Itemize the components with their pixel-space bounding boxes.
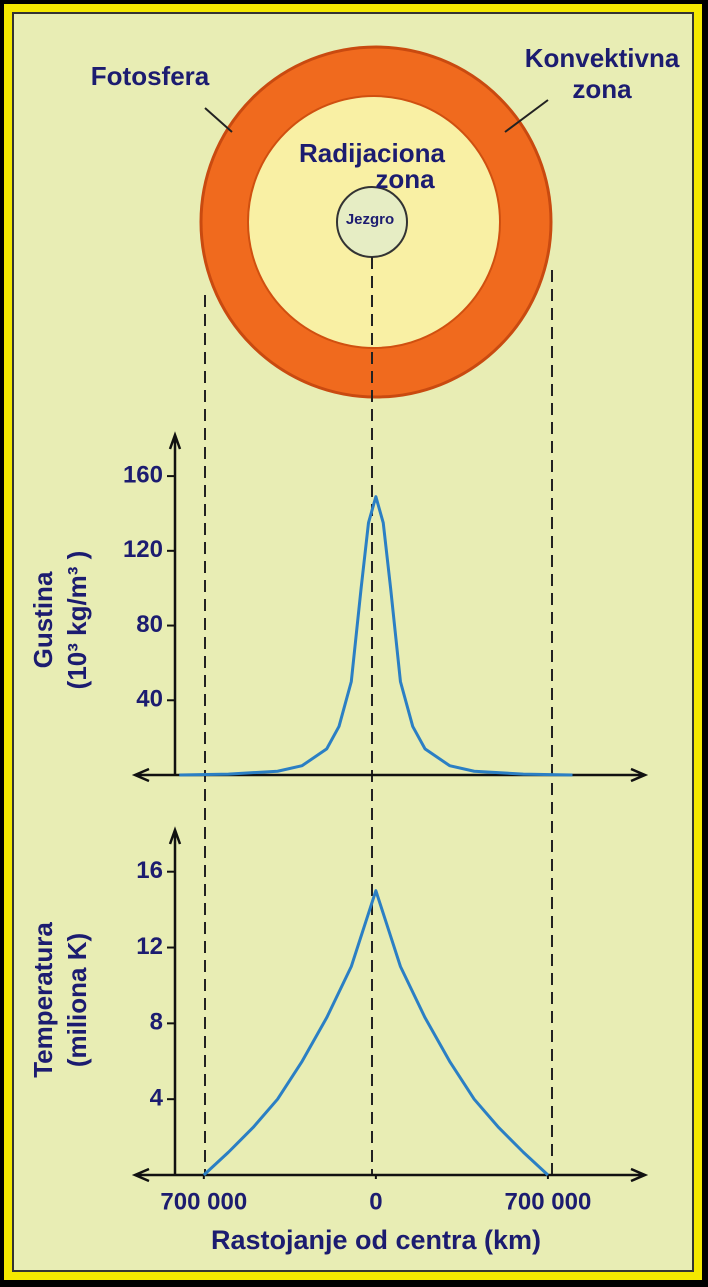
label: Fotosfera <box>91 61 210 91</box>
label: zona <box>572 74 632 104</box>
x-tick-label: 0 <box>369 1188 382 1215</box>
y-tick-label: 80 <box>136 611 163 638</box>
x-tick-label: 700 000 <box>505 1188 592 1215</box>
y-tick-label: 12 <box>136 933 163 960</box>
label: Konvektivna <box>525 43 680 73</box>
x-tick-label: 700 000 <box>160 1188 247 1215</box>
label: Jezgro <box>346 211 394 228</box>
y-tick-label: 40 <box>136 686 163 713</box>
y-axis-label: Gustina <box>28 571 58 668</box>
y-tick-label: 120 <box>123 536 163 563</box>
y-tick-label: 160 <box>123 461 163 488</box>
y-axis-label: Temperatura <box>28 922 58 1078</box>
x-axis-label: Rastojanje od centra (km) <box>211 1225 541 1255</box>
y-axis-label: (10³ kg/m³ ) <box>62 551 92 690</box>
y-axis-label: (miliona K) <box>62 933 92 1067</box>
y-tick-label: 8 <box>150 1009 163 1036</box>
page: Fotosfera Konvektivna zona Radijaciona z… <box>0 0 708 1287</box>
y-tick-label: 16 <box>136 857 163 884</box>
label: zona <box>375 164 435 194</box>
y-tick-label: 4 <box>150 1085 164 1112</box>
